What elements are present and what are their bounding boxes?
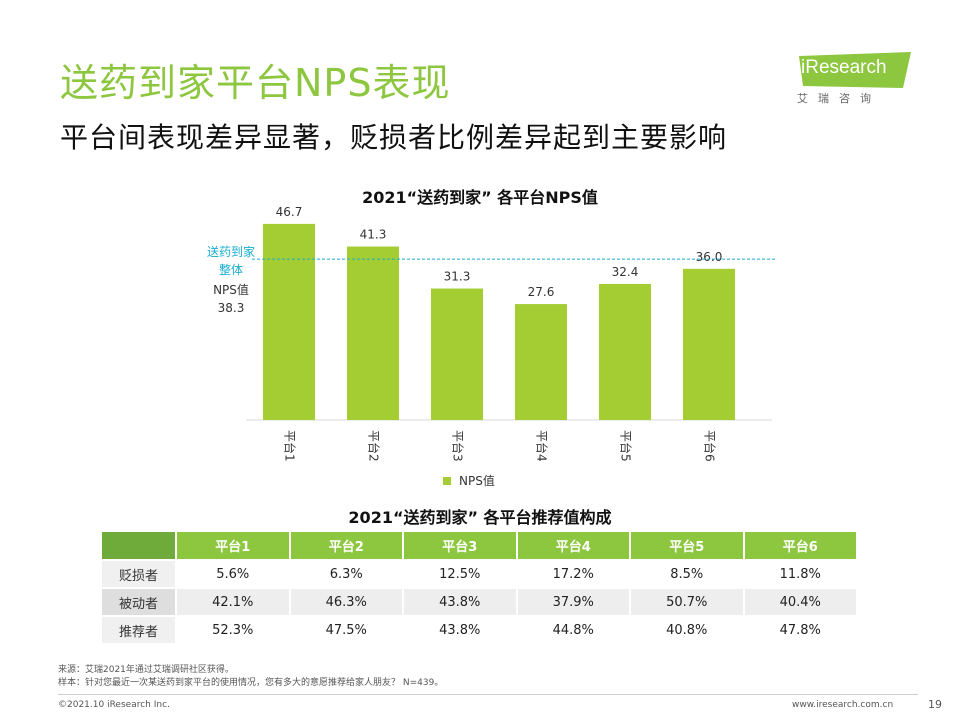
bar-value-label: 36.0 [696, 250, 723, 264]
bar-5 [599, 283, 651, 420]
table-row: 推荐者 52.3% 47.5% 43.8% 44.8% 40.8% 47.8% [102, 616, 858, 645]
category-label: 平台3 [451, 430, 466, 462]
nps-composition-table: 平台1 平台2 平台3 平台4 平台5 平台6 贬损者 5.6% 6.3% 12… [102, 532, 858, 645]
footer-divider [58, 694, 918, 695]
table-cell: 40.4% [743, 588, 858, 617]
website-link[interactable]: www.iresearch.com.cn [792, 700, 894, 710]
page-subtitle: 平台间表现差异显著，贬损者比例差异起到主要影响 [60, 121, 728, 154]
page-title: 送药到家平台NPS表现 [60, 61, 451, 105]
legend-label: NPS值 [459, 474, 495, 488]
table-cell: 43.8% [403, 616, 518, 645]
source-note: 来源：艾瑞2021年通过艾瑞调研社区获得。 样本：针对您最近一次某送药到家平台的… [58, 664, 443, 690]
table-cell: 6.3% [289, 560, 404, 589]
reference-label-line1: 送药到家 [206, 245, 255, 259]
reference-label-line2: 整体 [218, 263, 243, 277]
table-header: 平台3 [403, 532, 518, 561]
table-row: 贬损者 5.6% 6.3% 12.5% 17.2% 8.5% 11.8% [102, 560, 858, 589]
reference-label-line3: NPS值 [213, 283, 249, 297]
logo-badge-icon [799, 52, 911, 88]
category-label: 平台2 [367, 430, 382, 462]
table-title: 2021“送药到家” 各平台推荐值构成 [348, 508, 612, 527]
copyright: ©2021.10 iResearch Inc. [58, 700, 170, 710]
bar-4 [515, 304, 567, 420]
legend-swatch [443, 476, 451, 485]
table-cell: 42.1% [176, 588, 291, 617]
nps-bar-chart: 46.7 平台1 41.3 平台2 31.3 平台3 27.6 平台4 32.4 平台5 36.0 平… [246, 205, 776, 462]
bar-value-label: 41.3 [360, 228, 387, 242]
table-cell: 46.3% [289, 588, 404, 617]
bar-3 [431, 288, 483, 420]
row-label-promoters: 推荐者 [102, 616, 177, 645]
table-cell: 52.3% [176, 616, 291, 645]
iresearch-logo: iResearch 艾瑞咨询 [795, 50, 915, 106]
table-cell: 47.8% [743, 616, 858, 645]
table-header: 平台5 [630, 532, 745, 561]
bar-value-label: 32.4 [612, 265, 639, 279]
category-label: 平台6 [703, 430, 718, 462]
logo-text: iResearch [801, 57, 887, 78]
table-cell: 47.5% [289, 616, 404, 645]
table-cell: 11.8% [743, 560, 858, 589]
table-row: 被动者 42.1% 46.3% 43.8% 37.9% 50.7% 40.4% [102, 588, 858, 617]
table-cell: 40.8% [630, 616, 745, 645]
table-corner [102, 532, 177, 561]
chart-title: 2021“送药到家” 各平台NPS值 [362, 188, 598, 207]
table-cell: 12.5% [403, 560, 518, 589]
table-cell: 17.2% [516, 560, 631, 589]
table-cell: 5.6% [176, 560, 291, 589]
bar-value-label: 27.6 [528, 285, 555, 299]
chart-legend: NPS值 [443, 472, 495, 489]
table-header: 平台2 [289, 532, 404, 561]
reference-label-value: 38.3 [217, 301, 245, 315]
category-label: 平台1 [283, 430, 298, 462]
row-label-detractors: 贬损者 [102, 560, 177, 589]
category-label: 平台4 [535, 430, 550, 462]
table-cell: 43.8% [403, 588, 518, 617]
table-cell: 8.5% [630, 560, 745, 589]
category-label: 平台5 [619, 430, 634, 462]
table-header: 平台6 [743, 532, 858, 561]
bar-1 [263, 223, 315, 420]
row-label-passives: 被动者 [102, 588, 177, 617]
source-text: 来源：艾瑞2021年通过艾瑞调研社区获得。 [58, 665, 234, 675]
bar-2 [347, 246, 399, 420]
table-header: 平台4 [516, 532, 631, 561]
sample-text: 样本：针对您最近一次某送药到家平台的使用情况，您有多大的意愿推荐给家人朋友？ N… [58, 678, 444, 688]
page-number: 19 [928, 698, 942, 711]
bar-value-label: 31.3 [444, 270, 471, 284]
table-header: 平台1 [176, 532, 291, 561]
logo-subtext: 艾瑞咨询 [797, 92, 881, 105]
table-cell: 44.8% [516, 616, 631, 645]
table-header-row: 平台1 平台2 平台3 平台4 平台5 平台6 [102, 532, 858, 561]
table-cell: 37.9% [516, 588, 631, 617]
bar-value-label: 46.7 [276, 205, 303, 219]
bar-6 [683, 268, 735, 420]
table-cell: 50.7% [630, 588, 745, 617]
